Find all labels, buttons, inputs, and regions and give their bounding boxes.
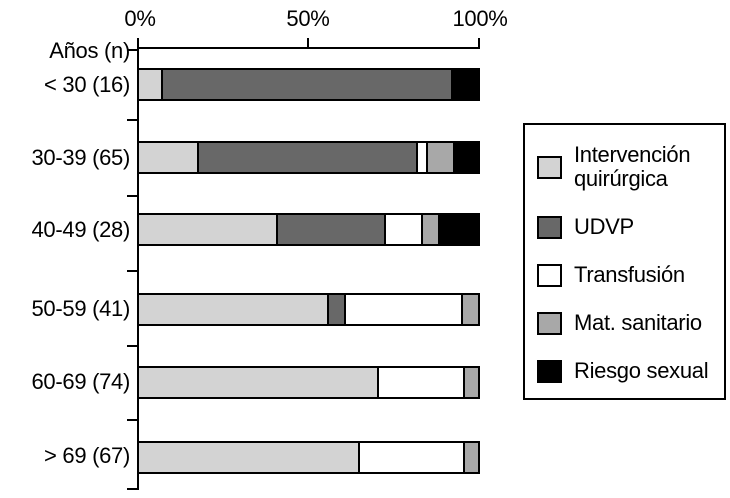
legend-item-transfusion: Transfusión [537,263,720,287]
bar-segment-intervenci-n-quir-rgica [139,70,161,99]
category-label: 30-39 (65) [31,145,130,170]
bar-segment-riesgo-sexual [437,215,478,244]
x-tick-label-100: 100% [452,6,508,31]
y-axis-tick [127,49,137,51]
bar-segment-udvp [160,70,451,99]
legend-label: Intervención quirúrgica [574,142,691,191]
bar-segment-intervenci-n-quir-rgica [139,368,377,397]
bar-segment-mat-sanitario [462,368,478,397]
category-label: 40-49 (28) [31,217,130,242]
y-axis-title: Años (n) [49,38,130,63]
legend-item-mat-sanitario: Mat. sanitario [537,311,720,335]
y-axis-tick [127,195,137,197]
bar-segment-udvp [196,143,416,172]
bar-row [137,366,480,399]
legend: Intervención quirúrgica UDVP Transfusión… [523,123,726,400]
bar-segment-mat-sanitario [421,215,438,244]
bar-segment-udvp [327,295,345,324]
x-axis-tick-50 [307,38,309,48]
bar-segment-riesgo-sexual [450,70,478,99]
y-axis-tick [127,345,137,347]
category-label: < 30 (16) [44,72,130,97]
y-axis-line [137,38,139,490]
category-label: 60-69 (74) [31,369,130,394]
legend-label: UDVP [574,214,634,239]
bar-segment-intervenci-n-quir-rgica [139,143,197,172]
legend-item-intervencion-quirurgica: Intervención quirúrgica [537,143,720,191]
y-axis-tick [127,119,137,121]
legend-swatch-udvp-icon [537,215,562,239]
bar-segment-riesgo-sexual [452,143,479,172]
legend-item-riesgo-sexual: Riesgo sexual [537,359,720,383]
category-label: > 69 (67) [44,443,130,468]
legend-label: Riesgo sexual [574,358,709,383]
y-axis-tick [127,488,137,490]
bar-segment-intervenci-n-quir-rgica [139,443,359,472]
bar-row [137,141,480,174]
x-axis-line [137,47,480,49]
bar-segment-transfusi-n [358,443,463,472]
x-tick-label-50: 50% [286,6,330,31]
category-label: 50-59 (41) [31,296,130,321]
bar-segment-mat-sanitario [462,443,478,472]
bar-segment-intervenci-n-quir-rgica [139,215,277,244]
bar-row [137,293,480,326]
legend-swatch-intervencion-quirurgica-icon [537,155,562,179]
y-axis-tick [127,270,137,272]
legend-swatch-riesgo-sexual-icon [537,359,562,383]
bar-segment-mat-sanitario [426,143,453,172]
legend-item-udvp: UDVP [537,215,720,239]
bar-row [137,441,480,474]
bar-row [137,68,480,101]
bar-row [137,213,480,246]
bar-segment-transfusi-n [344,295,462,324]
legend-swatch-mat-sanitario-icon [537,311,562,335]
bar-segment-mat-sanitario [461,295,478,324]
bar-segment-transfusi-n [384,215,422,244]
legend-swatch-transfusion-icon [537,263,562,287]
bar-segment-transfusi-n [376,368,463,397]
bar-segment-transfusi-n [415,143,427,172]
x-axis-tick-100 [478,38,480,48]
bar-segment-intervenci-n-quir-rgica [139,295,328,324]
bar-segment-udvp [276,215,385,244]
y-axis-tick [127,419,137,421]
x-tick-label-0: 0% [124,6,156,31]
legend-label: Mat. sanitario [574,310,702,335]
legend-label: Transfusión [574,262,685,287]
